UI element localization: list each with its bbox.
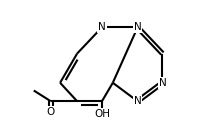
Text: N: N bbox=[134, 96, 141, 106]
Text: OH: OH bbox=[94, 109, 110, 119]
Text: N: N bbox=[98, 22, 106, 32]
Text: N: N bbox=[158, 78, 166, 88]
Text: N: N bbox=[134, 22, 141, 32]
Text: O: O bbox=[47, 107, 55, 117]
